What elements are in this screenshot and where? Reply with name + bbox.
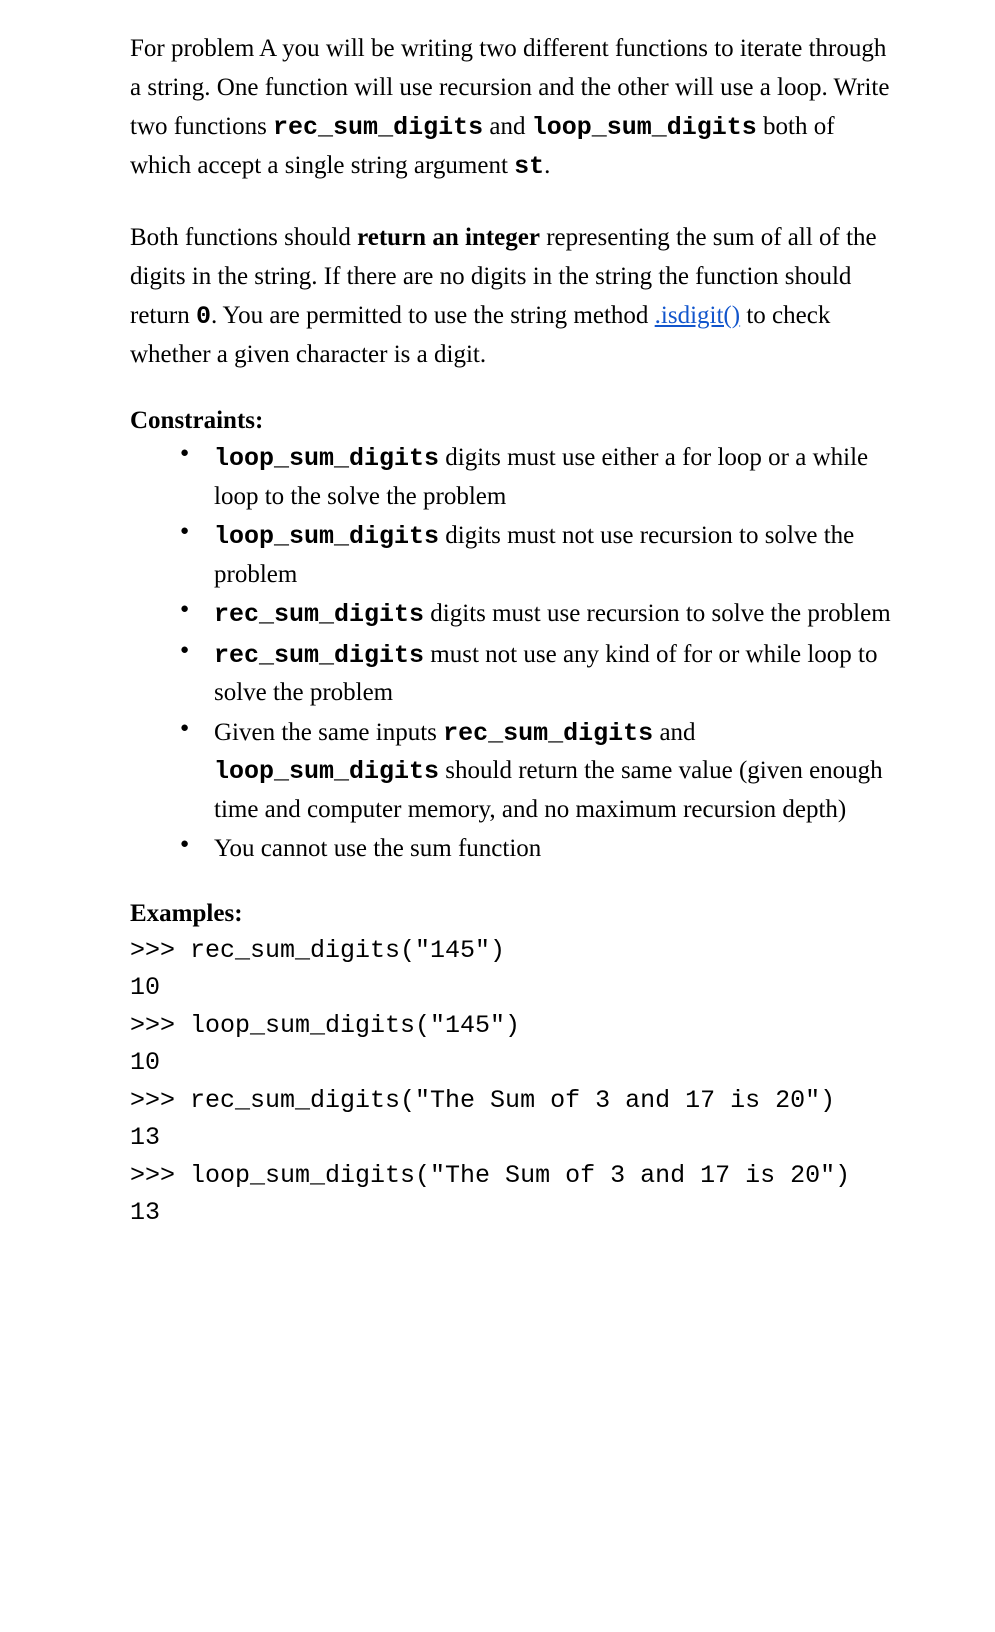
text: Examples xyxy=(130,900,234,927)
constraint-item: Given the same inputs rec_sum_digits and… xyxy=(180,714,900,829)
code-loop-sum-digits: loop_sum_digits xyxy=(214,444,439,473)
constraint-item: rec_sum_digits must not use any kind of … xyxy=(180,636,900,712)
colon: : xyxy=(234,900,242,927)
constraint-item: You cannot use the sum function xyxy=(180,830,900,868)
constraint-item: rec_sum_digits digits must use recursion… xyxy=(180,595,900,634)
paragraph-2: Both functions should return an integer … xyxy=(130,219,900,375)
constraint-item: loop_sum_digits digits must use either a… xyxy=(180,439,900,515)
text: You cannot use the sum function xyxy=(214,835,541,862)
code-loop-sum-digits: loop_sum_digits xyxy=(532,113,757,142)
text: . xyxy=(544,152,550,179)
constraints-list: loop_sum_digits digits must use either a… xyxy=(130,439,900,868)
examples-heading: Examples: xyxy=(130,900,900,928)
code-rec-sum-digits: rec_sum_digits xyxy=(443,719,653,748)
code-loop-sum-digits: loop_sum_digits xyxy=(214,757,439,786)
code-zero: 0 xyxy=(196,302,211,331)
link-isdigit[interactable]: .isdigit() xyxy=(655,302,740,329)
code-rec-sum-digits: rec_sum_digits xyxy=(273,113,483,142)
constraints-heading: Constraints: xyxy=(130,407,900,435)
examples-code-block: >>> rec_sum_digits("145") 10 >>> loop_su… xyxy=(130,932,900,1232)
code-rec-sum-digits: rec_sum_digits xyxy=(214,641,424,670)
text: . You are permitted to use the string me… xyxy=(211,302,655,329)
constraint-item: loop_sum_digits digits must not use recu… xyxy=(180,517,900,593)
text: Both functions should xyxy=(130,224,357,251)
text: digits must use recursion to solve the p… xyxy=(424,600,891,627)
paragraph-1: For problem A you will be writing two di… xyxy=(130,30,900,187)
colon: : xyxy=(255,407,263,434)
bold-return-integer: return an integer xyxy=(357,224,540,251)
text: Constraints xyxy=(130,407,255,434)
code-rec-sum-digits: rec_sum_digits xyxy=(214,600,424,629)
text: Given the same inputs xyxy=(214,719,443,746)
text: and xyxy=(483,113,532,140)
code-st: st xyxy=(514,152,544,181)
text: and xyxy=(653,719,695,746)
code-loop-sum-digits: loop_sum_digits xyxy=(214,522,439,551)
